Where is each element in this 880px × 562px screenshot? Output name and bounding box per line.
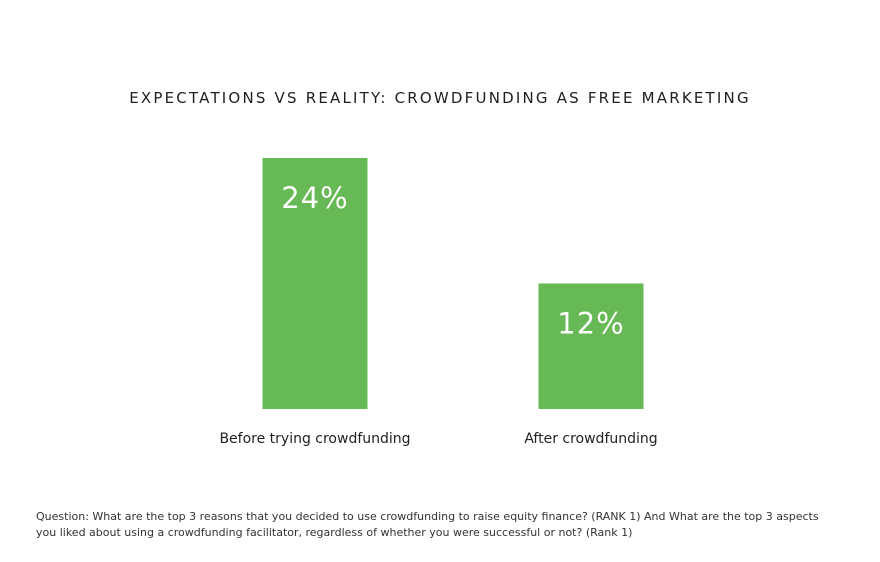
bar-2 bbox=[538, 283, 644, 409]
data-label-2: 12% bbox=[557, 306, 624, 340]
data-label-1: 24% bbox=[281, 181, 348, 215]
bar-1 bbox=[262, 157, 368, 409]
footnote-line-1: Question: What are the top 3 reasons tha… bbox=[36, 510, 819, 523]
category-label-2: After crowdfunding bbox=[524, 431, 657, 447]
footnote-line-2: you liked about using a crowdfunding fac… bbox=[36, 526, 633, 539]
chart-title: EXPECTATIONS VS REALITY: CROWDFUNDING AS… bbox=[129, 89, 751, 107]
category-label-1: Before trying crowdfunding bbox=[219, 431, 410, 447]
footnote: Question: What are the top 3 reasons tha… bbox=[36, 509, 836, 541]
